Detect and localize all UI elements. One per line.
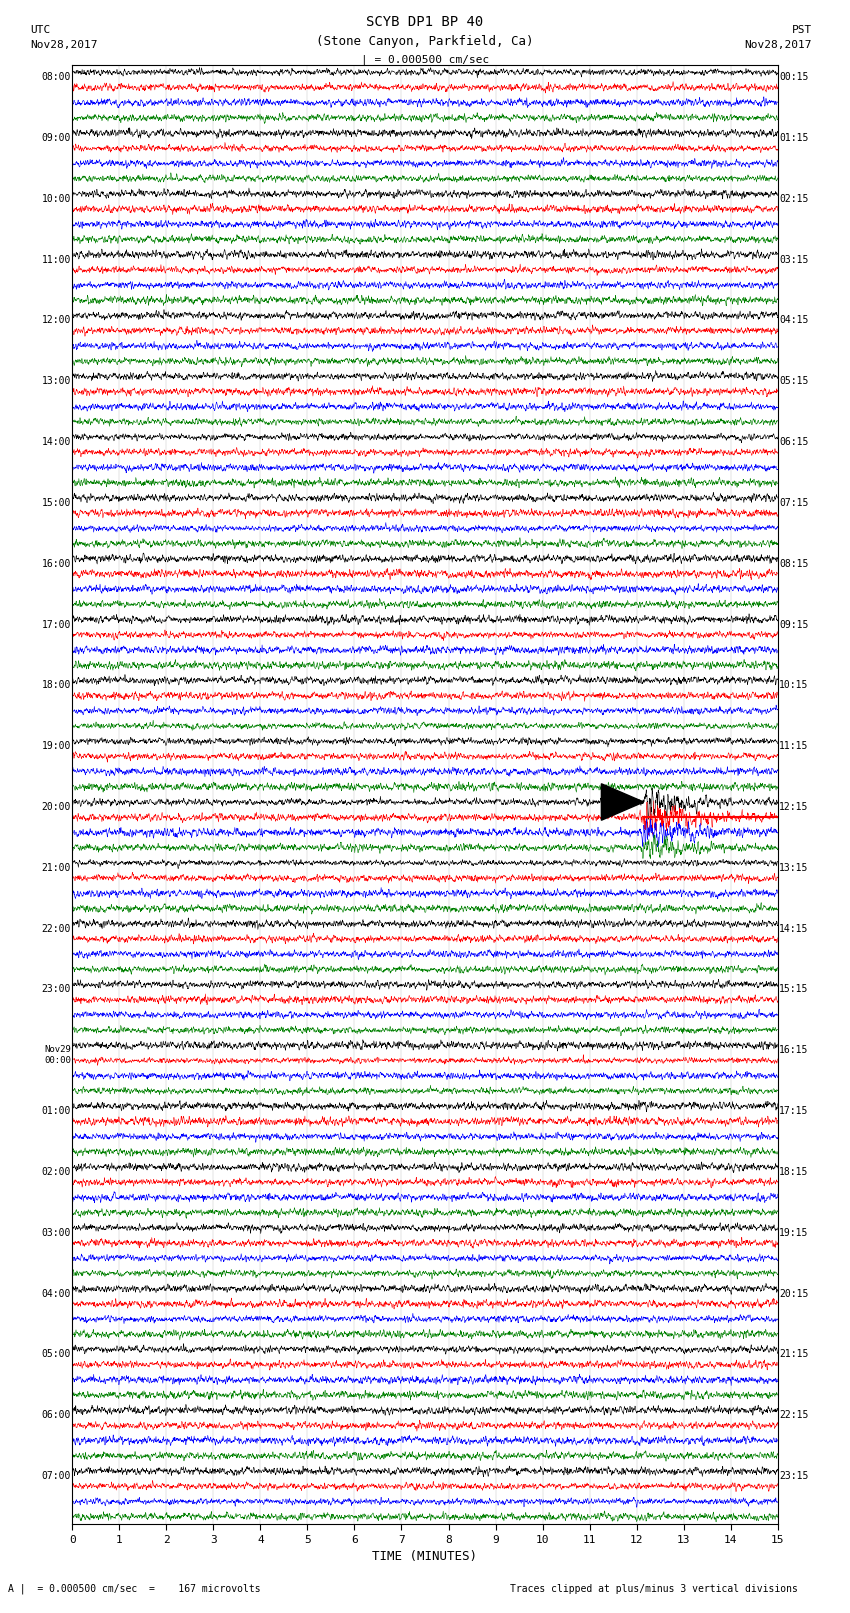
Text: 20:00: 20:00	[42, 802, 71, 811]
Text: 13:15: 13:15	[779, 863, 808, 873]
Text: 23:00: 23:00	[42, 984, 71, 995]
Text: 12:00: 12:00	[42, 316, 71, 326]
Text: 23:15: 23:15	[779, 1471, 808, 1481]
Text: 06:00: 06:00	[42, 1410, 71, 1419]
Text: 08:00: 08:00	[42, 73, 71, 82]
Text: 02:00: 02:00	[42, 1166, 71, 1177]
Text: 03:00: 03:00	[42, 1227, 71, 1237]
Text: 21:15: 21:15	[779, 1350, 808, 1360]
Text: 22:00: 22:00	[42, 924, 71, 934]
Text: 15:00: 15:00	[42, 498, 71, 508]
Text: 20:15: 20:15	[779, 1289, 808, 1298]
Text: Nov28,2017: Nov28,2017	[745, 40, 812, 50]
Text: 14:00: 14:00	[42, 437, 71, 447]
Text: 05:00: 05:00	[42, 1350, 71, 1360]
Text: 14:15: 14:15	[779, 924, 808, 934]
Text: Nov28,2017: Nov28,2017	[30, 40, 97, 50]
Text: 06:15: 06:15	[779, 437, 808, 447]
Text: 02:15: 02:15	[779, 194, 808, 203]
Text: 09:00: 09:00	[42, 132, 71, 144]
Polygon shape	[601, 784, 643, 821]
Text: 09:15: 09:15	[779, 619, 808, 629]
Text: 03:15: 03:15	[779, 255, 808, 265]
X-axis label: TIME (MINUTES): TIME (MINUTES)	[372, 1550, 478, 1563]
Text: Nov29
00:00: Nov29 00:00	[44, 1045, 71, 1065]
Text: | = 0.000500 cm/sec: | = 0.000500 cm/sec	[361, 53, 489, 65]
Text: 17:15: 17:15	[779, 1107, 808, 1116]
Text: 01:15: 01:15	[779, 132, 808, 144]
Text: 07:00: 07:00	[42, 1471, 71, 1481]
Text: 17:00: 17:00	[42, 619, 71, 629]
Text: UTC: UTC	[30, 26, 50, 35]
Text: Traces clipped at plus/minus 3 vertical divisions: Traces clipped at plus/minus 3 vertical …	[510, 1584, 798, 1594]
Text: (Stone Canyon, Parkfield, Ca): (Stone Canyon, Parkfield, Ca)	[316, 35, 534, 48]
Text: 19:00: 19:00	[42, 742, 71, 752]
Text: 16:15: 16:15	[779, 1045, 808, 1055]
Text: 11:00: 11:00	[42, 255, 71, 265]
Text: SCYB DP1 BP 40: SCYB DP1 BP 40	[366, 15, 484, 29]
Text: 05:15: 05:15	[779, 376, 808, 386]
Text: 04:15: 04:15	[779, 316, 808, 326]
Text: 21:00: 21:00	[42, 863, 71, 873]
Text: 10:15: 10:15	[779, 681, 808, 690]
Text: 19:15: 19:15	[779, 1227, 808, 1237]
Text: 00:15: 00:15	[779, 73, 808, 82]
Text: A |  = 0.000500 cm/sec  =    167 microvolts: A | = 0.000500 cm/sec = 167 microvolts	[8, 1582, 261, 1594]
Text: 16:00: 16:00	[42, 558, 71, 569]
Text: 13:00: 13:00	[42, 376, 71, 386]
Text: 15:15: 15:15	[779, 984, 808, 995]
Text: 18:15: 18:15	[779, 1166, 808, 1177]
Text: 12:15: 12:15	[779, 802, 808, 811]
Text: 22:15: 22:15	[779, 1410, 808, 1419]
Text: 11:15: 11:15	[779, 742, 808, 752]
Text: 18:00: 18:00	[42, 681, 71, 690]
Text: 07:15: 07:15	[779, 498, 808, 508]
Text: 04:00: 04:00	[42, 1289, 71, 1298]
Text: 01:00: 01:00	[42, 1107, 71, 1116]
Text: PST: PST	[791, 26, 812, 35]
Text: 10:00: 10:00	[42, 194, 71, 203]
Text: 08:15: 08:15	[779, 558, 808, 569]
